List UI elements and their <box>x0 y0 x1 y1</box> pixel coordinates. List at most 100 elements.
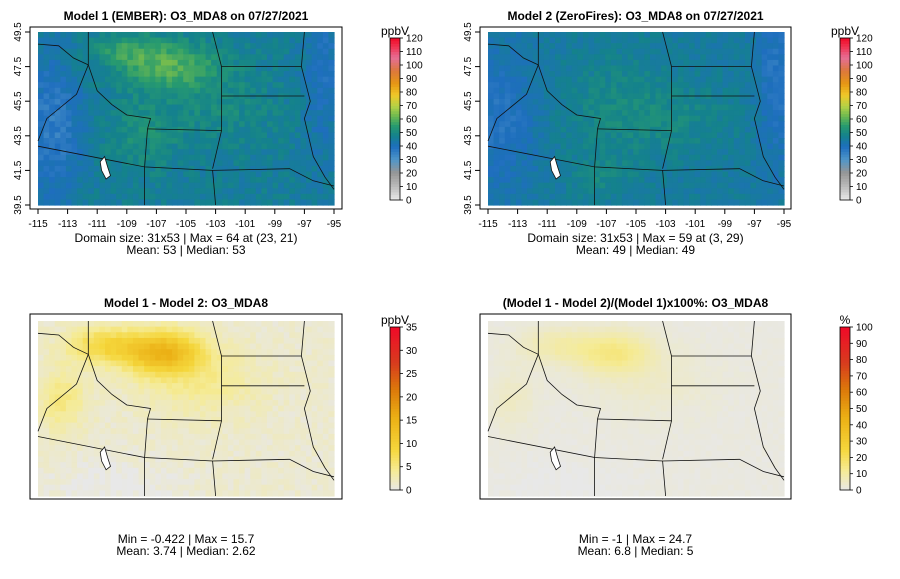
panel-1-cell <box>160 121 168 128</box>
panel-3-cell <box>49 337 56 345</box>
panel-2-cell <box>510 98 517 106</box>
panel-2-cell <box>622 43 629 50</box>
panel-3-cell <box>65 383 73 390</box>
panel-2-cell <box>622 87 629 94</box>
panel-3-cell <box>49 450 56 458</box>
panel-1-cell <box>227 165 235 173</box>
panel-2-cell <box>521 126 528 134</box>
panel-2-cell <box>744 165 752 173</box>
panel-3-cell <box>272 428 279 435</box>
panel-3-cell <box>105 349 112 356</box>
panel-3-cell <box>93 439 101 446</box>
panel-1-cell <box>311 54 318 61</box>
panel-1-cell <box>328 32 335 39</box>
panel-2-cell <box>594 171 601 178</box>
panel-3-cell <box>166 433 173 441</box>
panel-2-cell <box>655 182 662 189</box>
panel-2-cell <box>577 160 584 167</box>
panel-2-state-border <box>662 168 785 187</box>
panel-1-cell <box>99 138 106 145</box>
panel-1-cell <box>250 54 257 61</box>
panel-2-cell <box>633 115 640 122</box>
panel-3-cell <box>54 354 61 362</box>
panel-2-cell <box>543 48 551 55</box>
panel-3-cell <box>222 337 229 345</box>
panel-2-cell <box>521 82 528 89</box>
panel-2-cell <box>560 171 567 178</box>
panel-3-cell <box>255 450 262 458</box>
panel-1-cell <box>322 59 330 67</box>
panel-2-cell <box>560 48 567 55</box>
panel-2-cell <box>566 76 573 83</box>
panel-1-cell <box>216 138 223 145</box>
panel-2-cell <box>778 65 785 72</box>
panel-3-cell <box>105 383 112 390</box>
panel-3-cell <box>283 411 290 418</box>
panel-1-cell <box>88 98 95 106</box>
panel-2-cell <box>694 160 701 167</box>
panel-2-cell <box>666 98 673 106</box>
panel-3-cell <box>77 411 84 418</box>
panel-1-cell <box>149 65 156 72</box>
panel-3-cell <box>60 416 67 424</box>
panel-1-cell <box>82 48 89 55</box>
panel-1-cell <box>205 32 212 39</box>
panel-2-cell <box>666 188 673 195</box>
panel-3-cell <box>121 394 128 401</box>
panel-2-cell <box>728 43 735 50</box>
panel-2-cell <box>532 160 539 167</box>
panel-1-cell <box>183 43 190 50</box>
panel-1-cell <box>328 154 335 161</box>
panel-3-cell <box>272 337 279 345</box>
panel-1-cell <box>300 43 307 50</box>
panel-1-cell <box>60 87 67 94</box>
panel-1-cell <box>211 76 218 83</box>
panel-2-cell <box>677 48 685 55</box>
panel-2-cell <box>488 71 495 78</box>
panel-1-cell <box>160 98 168 106</box>
panel-1-legend-swatch <box>390 191 400 196</box>
panel-3-cell <box>278 360 285 367</box>
panel-1-cell <box>177 115 184 122</box>
panel-1-cell <box>183 104 190 111</box>
panel-2-cell <box>594 37 601 44</box>
panel-2-cell <box>560 149 567 156</box>
panel-1-cell <box>172 59 179 67</box>
panel-1-title: Model 1 (EMBER): O3_MDA8 on 07/27/2021 <box>64 9 309 23</box>
panel-2-cell <box>571 121 578 128</box>
panel-1-cell <box>183 132 190 139</box>
panel-3-cell <box>149 450 156 458</box>
panel-2-cell <box>661 93 668 100</box>
panel-1-cell <box>199 188 207 195</box>
panel-3-cell <box>54 462 61 469</box>
panel-2-cell <box>716 93 724 100</box>
panel-1-cell <box>160 199 168 206</box>
panel-2-cell <box>677 132 685 139</box>
panel-2-cell <box>761 138 768 145</box>
panel-3-cell <box>116 377 123 384</box>
panel-2-cell <box>638 171 645 178</box>
panel-2-cell <box>756 138 763 145</box>
panel-1-cell <box>294 32 302 39</box>
panel-2-cell <box>515 132 523 139</box>
panel-3-cell <box>121 456 128 463</box>
panel-2-cell <box>588 82 595 89</box>
panel-2-cell <box>527 87 534 94</box>
panel-3-cell <box>138 383 145 390</box>
panel-1-cell <box>65 171 73 178</box>
panel-1-cell <box>155 154 162 161</box>
panel-1-cell <box>294 54 302 61</box>
panel-3-cell <box>294 456 302 463</box>
panel-3-cell <box>194 400 201 407</box>
panel-2-cell <box>655 115 662 122</box>
panel-1-legend-swatch <box>390 197 400 201</box>
panel-2-cell <box>616 171 623 178</box>
panel-1-cell <box>322 188 330 195</box>
panel-3-cell <box>227 349 235 356</box>
panel-3-cell <box>116 371 123 379</box>
panel-2-cell <box>538 32 545 39</box>
panel-3-cell <box>155 467 162 475</box>
panel-3-cell <box>300 411 307 418</box>
panel-2-cell <box>571 98 578 106</box>
panel-2-cell <box>716 132 724 139</box>
